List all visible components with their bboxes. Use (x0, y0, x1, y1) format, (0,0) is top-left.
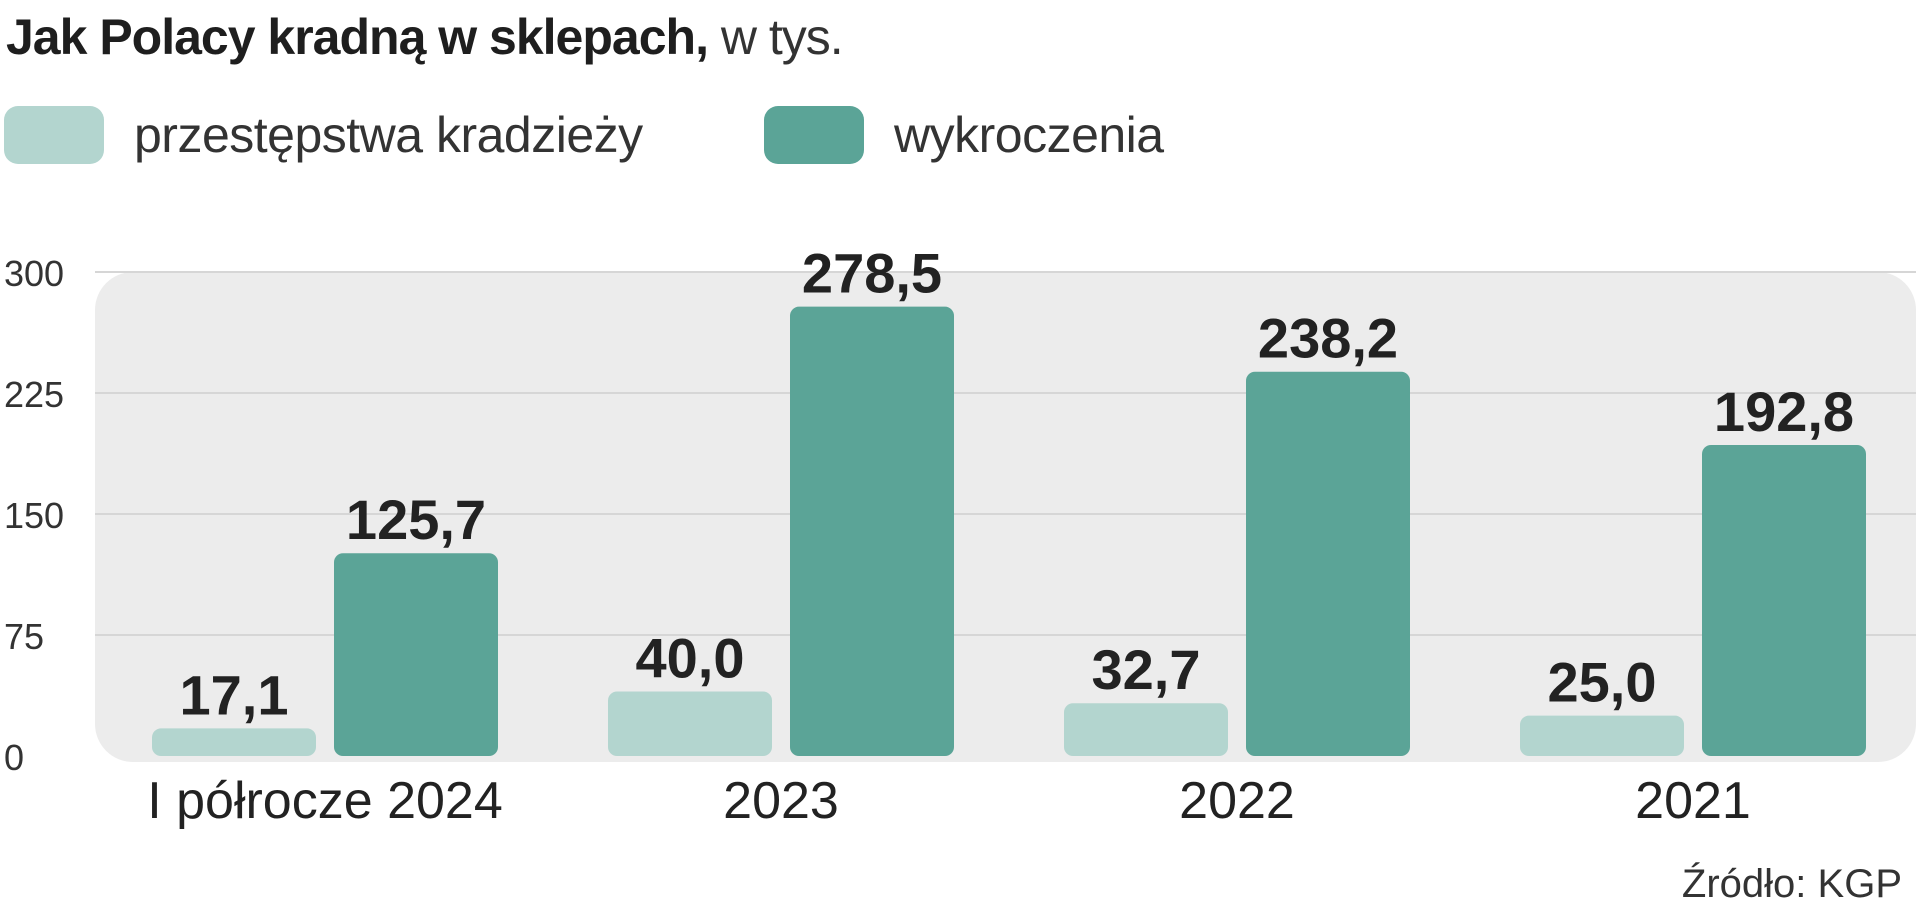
legend-swatch-wykroczenia (764, 106, 864, 164)
x-tick-label: 2023 (723, 772, 839, 830)
source-note: Źródło: KGP (1681, 862, 1902, 906)
legend-label-przestepstwa: przestępstwa kradzieży (134, 107, 643, 163)
x-tick-label: I półrocze 2024 (147, 772, 503, 830)
chart-title-main: Jak Polacy kradną w sklepach, (6, 9, 709, 65)
data-label: 192,8 (1714, 380, 1854, 443)
data-label: 32,7 (1092, 638, 1201, 701)
data-label: 40,0 (636, 626, 745, 689)
data-label: 278,5 (802, 242, 942, 305)
bar (608, 691, 772, 756)
bar (334, 553, 498, 756)
y-tick-label: 75 (4, 616, 44, 657)
data-label: 17,1 (180, 663, 289, 726)
y-tick-label: 300 (4, 253, 64, 294)
y-tick-label: 225 (4, 374, 64, 415)
bar (1520, 715, 1684, 756)
data-label: 25,0 (1548, 651, 1657, 714)
legend-item-wykroczenia: wykroczenia (764, 106, 1164, 164)
x-tick-label: 2022 (1179, 772, 1295, 830)
legend-label-wykroczenia: wykroczenia (894, 107, 1164, 163)
plot-background (95, 272, 1916, 762)
bar (1064, 703, 1228, 756)
legend-item-przestepstwa: przestępstwa kradzieży (4, 106, 643, 164)
legend-swatch-przestepstwa (4, 106, 104, 164)
data-label: 125,7 (346, 488, 486, 551)
bar (1246, 371, 1410, 756)
bar (1702, 444, 1866, 756)
bar (152, 728, 316, 756)
bar (790, 306, 954, 756)
y-tick-label: 150 (4, 495, 64, 536)
data-label: 238,2 (1258, 307, 1398, 370)
x-tick-label: 2021 (1635, 772, 1751, 830)
y-tick-label: 0 (4, 737, 24, 778)
chart-title-unit: w tys. (720, 9, 844, 65)
chart-title: Jak Polacy kradną w sklepach, w tys. (6, 6, 844, 68)
